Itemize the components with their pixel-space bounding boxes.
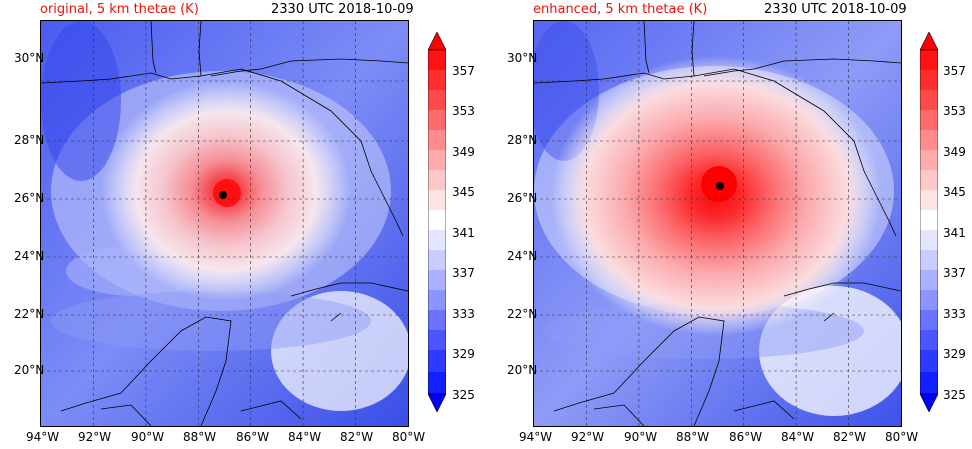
- storm-center-marker: [716, 182, 724, 190]
- colorbar-original: [428, 32, 446, 412]
- lat-tick-28: 28°N: [14, 133, 45, 147]
- lat-tick-20: 20°N: [507, 363, 538, 377]
- lon-tick-84: 84°W: [781, 430, 815, 444]
- panel-timestamp: 2330 UTC 2018-10-09: [271, 2, 414, 17]
- colorbar-tick: 357: [452, 64, 475, 78]
- panel-title-left: original, 5 km thetae (K): [40, 2, 199, 17]
- lon-tick-92: 92°W: [78, 430, 112, 444]
- colorbar-tick: 349: [452, 145, 475, 159]
- coastline-enhanced: [534, 21, 901, 426]
- storm-center-marker: [219, 191, 227, 199]
- colorbar-tick: 341: [452, 226, 475, 240]
- colorbar-tick: 353: [452, 104, 475, 118]
- colorbar-tick: 349: [943, 145, 966, 159]
- lat-tick-24: 24°N: [507, 249, 538, 263]
- lon-tick-86: 86°W: [236, 430, 270, 444]
- lon-tick-80: 80°W: [392, 430, 426, 444]
- lon-tick-94: 94°W: [519, 430, 553, 444]
- lon-tick-90: 90°W: [624, 430, 658, 444]
- lon-tick-92: 92°W: [571, 430, 605, 444]
- colorbar-tick: 353: [943, 104, 966, 118]
- panel-timestamp: 2330 UTC 2018-10-09: [764, 2, 907, 17]
- colorbar-tick: 337: [452, 266, 475, 280]
- colorbar-tick: 357: [943, 64, 966, 78]
- map-original: [40, 20, 409, 427]
- colorbar-tick: 337: [943, 266, 966, 280]
- lon-tick-82: 82°W: [340, 430, 374, 444]
- lat-tick-26: 26°N: [507, 191, 538, 205]
- panel-title-left: enhanced, 5 km thetae (K): [533, 2, 708, 17]
- lon-tick-86: 86°W: [729, 430, 763, 444]
- lat-tick-28: 28°N: [507, 133, 538, 147]
- lon-tick-80: 80°W: [885, 430, 919, 444]
- thetae-field-original: [41, 21, 408, 426]
- lat-tick-24: 24°N: [14, 249, 45, 263]
- colorbar-tick: 329: [943, 347, 966, 361]
- colorbar-tick: 333: [452, 307, 475, 321]
- lat-tick-20: 20°N: [14, 363, 45, 377]
- colorbar-tick: 325: [943, 388, 966, 402]
- lon-tick-88: 88°W: [676, 430, 710, 444]
- lat-tick-26: 26°N: [14, 191, 45, 205]
- lon-tick-94: 94°W: [26, 430, 60, 444]
- lat-tick-30: 30°N: [14, 51, 45, 65]
- colorbar-tick: 345: [943, 185, 966, 199]
- lat-tick-30: 30°N: [507, 51, 538, 65]
- lon-tick-82: 82°W: [833, 430, 867, 444]
- lat-tick-22: 22°N: [14, 307, 45, 321]
- map-enhanced: [533, 20, 902, 427]
- colorbar-tick: 341: [943, 226, 966, 240]
- colorbar-tick: 329: [452, 347, 475, 361]
- lon-tick-90: 90°W: [131, 430, 165, 444]
- colorbar-tick: 345: [452, 185, 475, 199]
- lat-tick-22: 22°N: [507, 307, 538, 321]
- coastline-original: [41, 21, 408, 426]
- colorbar-enhanced: [920, 32, 938, 412]
- colorbar-tick: 325: [452, 388, 475, 402]
- lon-tick-88: 88°W: [183, 430, 217, 444]
- thetae-field-enhanced: [534, 21, 901, 426]
- colorbar-tick: 333: [943, 307, 966, 321]
- lon-tick-84: 84°W: [288, 430, 322, 444]
